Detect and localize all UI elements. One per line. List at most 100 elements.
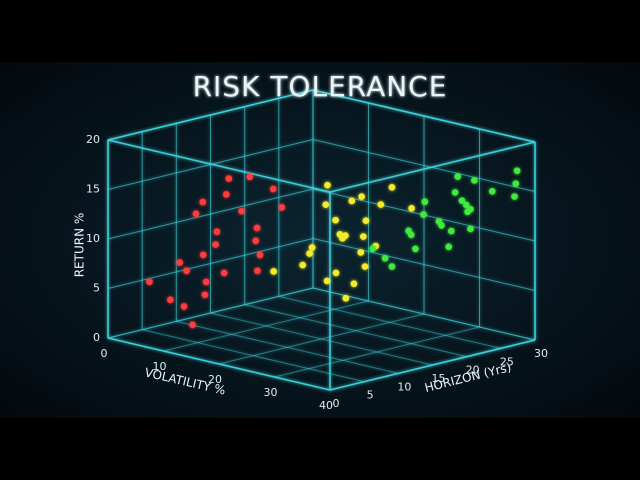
data-point bbox=[462, 201, 470, 209]
data-point bbox=[448, 227, 455, 235]
data-point bbox=[199, 198, 207, 206]
data-point bbox=[407, 231, 415, 239]
data-point bbox=[388, 263, 396, 270]
data-point bbox=[438, 222, 445, 229]
data-point bbox=[445, 243, 453, 251]
data-point bbox=[192, 210, 200, 217]
x-tick-label: 20 bbox=[208, 373, 222, 386]
data-point bbox=[358, 193, 365, 200]
data-point bbox=[489, 188, 496, 195]
data-point bbox=[412, 245, 419, 253]
grid-line bbox=[278, 295, 501, 349]
data-point bbox=[388, 184, 396, 191]
data-point bbox=[220, 269, 228, 277]
data-point bbox=[180, 303, 188, 310]
data-point bbox=[225, 175, 233, 182]
data-point bbox=[269, 185, 277, 193]
data-point bbox=[332, 269, 340, 277]
data-point bbox=[339, 234, 346, 242]
data-point bbox=[369, 245, 377, 253]
data-point bbox=[270, 268, 277, 275]
data-point bbox=[199, 251, 207, 259]
data-point bbox=[238, 207, 245, 215]
data-point bbox=[323, 277, 331, 285]
x-tick-label: 40 bbox=[319, 399, 333, 412]
data-point bbox=[464, 208, 471, 216]
data-point bbox=[377, 201, 385, 208]
box-edge bbox=[329, 339, 536, 391]
data-point bbox=[322, 201, 330, 208]
data-point bbox=[360, 233, 367, 240]
data-point bbox=[324, 181, 331, 189]
grid-line bbox=[142, 329, 365, 383]
grid-line bbox=[210, 312, 433, 366]
box-edge bbox=[107, 89, 314, 141]
z-tick-label: 0 bbox=[93, 331, 100, 344]
data-point bbox=[252, 237, 260, 245]
data-point bbox=[362, 217, 370, 224]
data-point bbox=[308, 244, 316, 251]
data-point bbox=[467, 225, 474, 233]
data-point bbox=[421, 198, 429, 206]
chart-title: RISK TOLERANCE bbox=[193, 70, 448, 103]
data-point bbox=[167, 296, 174, 304]
data-point bbox=[512, 180, 520, 187]
data-point bbox=[246, 173, 254, 181]
y-tick-label: 5 bbox=[367, 389, 374, 402]
z-tick-label: 20 bbox=[86, 133, 100, 146]
data-point bbox=[212, 241, 219, 248]
y-tick-label: 15 bbox=[432, 372, 446, 385]
data-point bbox=[451, 189, 459, 196]
box-edge bbox=[329, 141, 536, 193]
data-point bbox=[146, 278, 153, 286]
data-point bbox=[213, 228, 221, 236]
z-tick-label: 5 bbox=[93, 282, 100, 295]
data-point bbox=[222, 191, 230, 198]
data-point bbox=[183, 267, 190, 275]
data-point bbox=[350, 280, 358, 288]
data-point bbox=[202, 278, 210, 286]
data-point bbox=[420, 211, 427, 218]
x-tick-label: 30 bbox=[264, 386, 278, 399]
data-point bbox=[357, 249, 365, 256]
y-tick-label: 20 bbox=[466, 364, 480, 377]
z-axis-label: RETURN % bbox=[73, 213, 87, 278]
data-point bbox=[332, 216, 339, 224]
grid-line bbox=[312, 287, 536, 341]
data-point bbox=[254, 267, 261, 275]
points-layer bbox=[146, 167, 521, 329]
box-edge bbox=[312, 89, 536, 143]
data-point bbox=[189, 321, 196, 329]
data-point bbox=[381, 254, 389, 262]
x-tick-label: 0 bbox=[101, 347, 108, 360]
data-point bbox=[471, 177, 478, 184]
data-point bbox=[253, 224, 261, 232]
data-point bbox=[361, 263, 369, 270]
grid-line bbox=[176, 320, 399, 374]
data-point bbox=[511, 193, 518, 200]
data-point bbox=[299, 261, 307, 269]
data-point bbox=[454, 173, 462, 180]
y-tick-label: 10 bbox=[397, 380, 411, 393]
data-point bbox=[278, 204, 286, 211]
box-edge bbox=[107, 337, 331, 391]
data-point bbox=[342, 294, 350, 302]
y-tick-label: 30 bbox=[534, 347, 548, 360]
grid-line bbox=[244, 304, 467, 358]
x-tick-label: 10 bbox=[153, 360, 167, 373]
data-point bbox=[176, 259, 184, 266]
z-tick-label: 15 bbox=[86, 183, 100, 196]
data-point bbox=[348, 197, 356, 205]
data-point bbox=[408, 205, 415, 212]
y-tick-label: 25 bbox=[500, 355, 514, 368]
data-point bbox=[201, 291, 209, 299]
box-edge bbox=[107, 139, 331, 193]
data-point bbox=[306, 250, 313, 257]
data-point bbox=[513, 167, 521, 175]
grid-layer bbox=[107, 89, 536, 391]
z-tick-label: 10 bbox=[86, 232, 100, 245]
data-point bbox=[256, 251, 264, 259]
y-tick-label: 0 bbox=[333, 397, 340, 410]
